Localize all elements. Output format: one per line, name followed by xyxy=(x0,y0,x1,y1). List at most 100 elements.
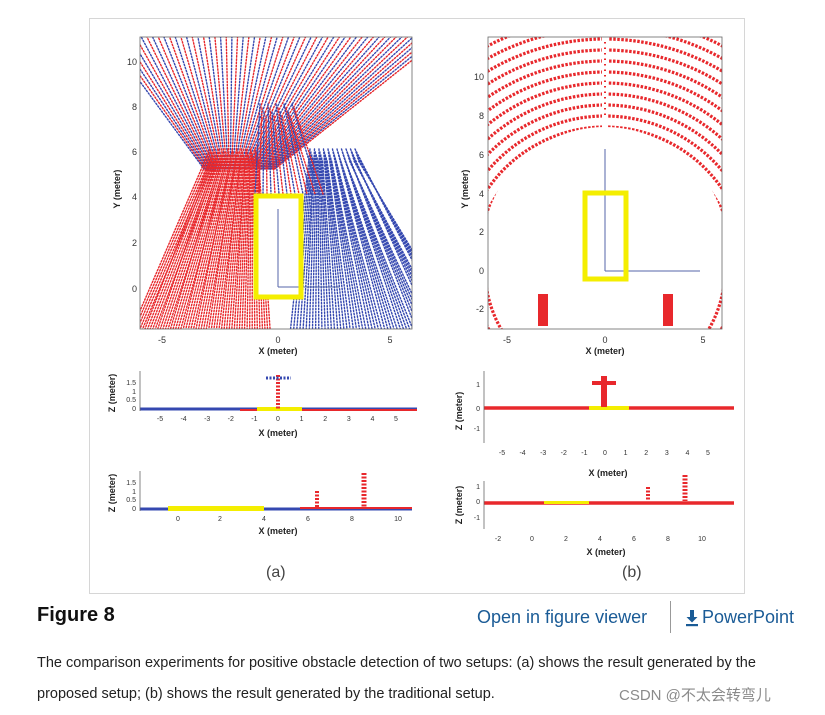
b-mid-xtick: 2 xyxy=(644,450,648,457)
b-top-points xyxy=(488,37,722,329)
b-bot-xtick: 8 xyxy=(666,536,670,543)
a-top-blue-ray xyxy=(355,151,412,259)
figure-title: Figure 8 xyxy=(37,604,115,626)
a-top-blue-ray xyxy=(325,157,348,329)
a-top-fan-ray xyxy=(230,37,239,170)
a-top-blue-ray xyxy=(357,160,412,252)
a-top-obstacle-ray xyxy=(262,111,265,195)
a-top-fan-ray xyxy=(266,37,409,170)
a-top-fan-ray xyxy=(259,37,375,170)
a-bot-points xyxy=(140,473,412,511)
a-top-blue-ray xyxy=(317,160,320,329)
a-top-red-ray xyxy=(213,154,240,329)
b-top-ytick: 2 xyxy=(479,227,484,237)
b-top-ytick: 10 xyxy=(474,72,484,82)
a-top-fan-ray xyxy=(270,46,412,170)
a-top-red-ray xyxy=(225,154,245,329)
a-top-fan-ray xyxy=(252,37,341,170)
b-bot-ylabel: Z (meter) xyxy=(454,486,464,525)
b-top-xlabel: X (meter) xyxy=(585,346,624,356)
a-top-blue-ray xyxy=(326,160,351,329)
a-top-red-ray xyxy=(223,151,244,329)
b-mid-xtick: 5 xyxy=(706,450,710,457)
a-top-red-ray xyxy=(144,148,216,329)
a-top-fan-ray xyxy=(163,37,217,170)
open-in-figure-viewer-link[interactable]: Open in figure viewer xyxy=(477,607,648,627)
a-mid-points xyxy=(140,375,417,411)
a-top-fan-ray xyxy=(140,74,206,170)
a-top-red-ray xyxy=(187,154,231,329)
a-top-fan-ray xyxy=(262,37,386,170)
a-top-fan-ray xyxy=(197,37,224,170)
a-bot-xtick: 10 xyxy=(394,516,402,523)
panel-label-b: (b) xyxy=(622,564,642,581)
b-mid-ytick: -1 xyxy=(474,426,480,433)
a-top-red-ray xyxy=(185,151,230,329)
a-top-fan-ray xyxy=(146,37,214,170)
b-mid-ytick: 1 xyxy=(476,382,480,389)
a-top-ytick: 2 xyxy=(132,238,137,248)
a-top-blue-ray xyxy=(308,151,317,329)
figure-image[interactable]: -5 0 5 0 2 4 6 8 10 X (meter) Y (meter) -5 -4 -3 -2 -1 0… xyxy=(89,18,745,594)
a-top-fan-ray xyxy=(174,37,220,170)
a-top-fan-ray xyxy=(235,37,261,170)
b-bot-xtick: 4 xyxy=(598,536,602,543)
a-top-red-ray xyxy=(246,148,252,329)
a-top-blue-ray xyxy=(353,160,412,271)
a-top-fan-ray xyxy=(208,37,227,170)
a-top-fan-ray xyxy=(263,37,392,170)
a-top-obstacle-ray xyxy=(265,115,268,195)
a-top-fan-ray xyxy=(265,37,403,170)
a-top-blue-ray xyxy=(339,160,398,329)
a-top-obstacle-ray xyxy=(287,111,312,195)
b-bot-xtick: 10 xyxy=(698,536,706,543)
a-top-fan-ray xyxy=(239,37,278,170)
b-top-cluster xyxy=(663,294,673,326)
a-top-fan-ray xyxy=(140,52,210,170)
a-top-fan-ray xyxy=(180,37,221,170)
a-top-blue-ray xyxy=(302,160,315,329)
a-top-fan-ray xyxy=(140,43,211,170)
a-top-obstacle-ray xyxy=(293,107,324,195)
b-bot-ytick: 1 xyxy=(476,484,480,491)
a-bot-ytick: 0.5 xyxy=(126,497,136,504)
a-top-blue-ray xyxy=(348,160,412,296)
a-top-blue-ray xyxy=(335,160,383,329)
a-top-ytick: 0 xyxy=(132,284,137,294)
a-top-red-ray xyxy=(243,160,251,329)
link-divider xyxy=(670,601,671,633)
a-top-blue-ray xyxy=(318,148,323,329)
powerpoint-download-link[interactable]: PowerPoint xyxy=(684,607,794,628)
a-top-fan-ray xyxy=(185,37,222,170)
a-mid-ytick: 0.5 xyxy=(126,397,136,404)
a-top-red-ray xyxy=(159,151,221,329)
a-top-obstacle-ray xyxy=(283,103,304,195)
a-top-obstacle-ray xyxy=(271,111,280,195)
a-top-fan-ray xyxy=(238,37,273,170)
a-top-ytick: 6 xyxy=(132,147,137,157)
a-top-red-ray xyxy=(172,151,226,329)
a-top-fan-ray xyxy=(241,37,290,170)
a-mid-xtick: 3 xyxy=(347,416,351,423)
b-top-axes xyxy=(487,36,723,330)
a-top-red-ray xyxy=(200,154,236,329)
a-mid-ytick: 0 xyxy=(132,406,136,413)
a-top-fan-ray xyxy=(253,37,346,170)
b-bot-points xyxy=(484,475,734,505)
a-top-obstacle-ray xyxy=(269,107,276,195)
a-top-fan-ray xyxy=(242,37,295,170)
a-top-blue-ray xyxy=(320,157,333,329)
a-top-blue-ray xyxy=(322,148,339,329)
a-top-fan-ray xyxy=(140,37,212,170)
a-top-fan-ray xyxy=(236,37,267,170)
a-top-blue-ray xyxy=(338,154,392,329)
b-mid-xtick: 4 xyxy=(685,450,689,457)
a-top-fan-ray xyxy=(191,37,223,170)
a-top-obstacle-ray xyxy=(277,107,292,195)
a-top-ylabel: Y (meter) xyxy=(112,170,122,209)
a-top-fan-ray xyxy=(168,37,218,170)
download-arrow-icon xyxy=(686,609,698,626)
a-top-red-ray xyxy=(220,148,243,329)
b-top-ylabel: Y (meter) xyxy=(460,170,470,209)
a-top-fan-ray xyxy=(247,37,318,170)
